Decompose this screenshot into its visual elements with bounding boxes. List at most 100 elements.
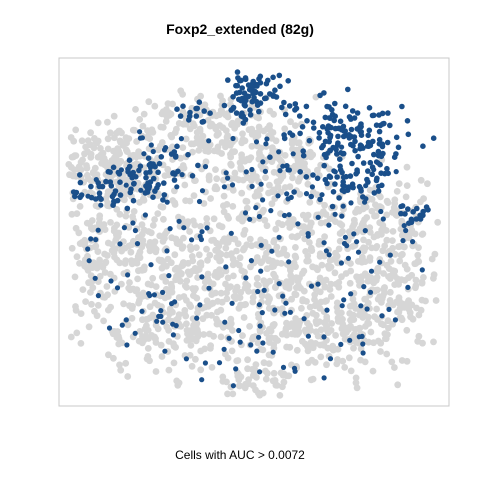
cell-point-negative	[304, 347, 312, 355]
series-positive-cells	[70, 69, 437, 389]
cell-point-positive	[189, 237, 195, 243]
cell-point-positive	[199, 377, 205, 383]
cell-point-positive	[156, 160, 163, 167]
cell-point-negative	[349, 223, 356, 231]
cell-point-negative	[272, 137, 280, 145]
cell-point-negative	[158, 353, 166, 360]
cell-point-negative	[169, 197, 177, 204]
cell-point-negative	[313, 191, 321, 199]
cell-point-negative	[97, 153, 105, 161]
cell-point-negative	[203, 311, 211, 319]
cell-point-negative	[270, 110, 277, 118]
cell-point-negative	[144, 345, 152, 352]
cell-point-negative	[129, 213, 137, 220]
cell-point-positive	[321, 162, 328, 169]
cell-point-positive	[85, 193, 91, 199]
cell-point-negative	[192, 355, 199, 363]
cell-point-positive	[286, 212, 292, 218]
cell-point-negative	[323, 361, 330, 369]
cell-point-negative	[208, 364, 216, 371]
cell-point-positive	[260, 159, 266, 165]
cell-point-negative	[201, 278, 209, 286]
cell-point-positive	[107, 169, 113, 175]
cell-point-positive	[126, 157, 133, 163]
cell-point-positive	[315, 214, 321, 220]
cell-point-negative	[306, 223, 314, 231]
cell-point-positive	[248, 87, 254, 93]
cell-point-negative	[396, 314, 404, 322]
cell-point-negative	[263, 279, 271, 287]
cell-point-negative	[77, 310, 85, 317]
cell-point-negative	[295, 323, 302, 331]
cell-point-positive	[293, 105, 300, 112]
cell-point-negative	[147, 229, 155, 237]
cell-point-negative	[309, 263, 316, 271]
cell-point-negative	[239, 217, 246, 225]
cell-point-negative	[282, 327, 289, 335]
cell-point-negative	[222, 244, 230, 252]
cell-point-positive	[268, 208, 274, 214]
cell-point-negative	[321, 233, 328, 241]
cell-point-positive	[237, 339, 243, 345]
cell-point-negative	[72, 224, 80, 232]
cell-point-negative	[286, 183, 294, 191]
cell-point-positive	[347, 337, 353, 343]
cell-point-positive	[236, 327, 242, 334]
cell-point-positive	[259, 310, 265, 316]
cell-point-negative	[217, 306, 225, 314]
cell-point-negative	[223, 295, 231, 303]
cell-point-negative	[362, 203, 370, 211]
cell-point-positive	[143, 174, 149, 181]
cell-point-negative	[306, 239, 313, 246]
cell-point-negative	[188, 329, 196, 337]
cell-point-negative	[248, 242, 256, 250]
cell-point-negative	[156, 257, 164, 265]
cell-point-positive	[303, 174, 310, 180]
cell-point-negative	[362, 295, 369, 303]
cell-point-negative	[105, 351, 112, 359]
cell-point-positive	[375, 188, 382, 194]
cell-point-positive	[392, 317, 398, 323]
cell-point-negative	[327, 293, 335, 300]
cell-point-positive	[361, 284, 367, 290]
cell-point-positive	[132, 227, 138, 234]
cell-point-positive	[400, 238, 406, 244]
cell-point-negative	[260, 359, 268, 367]
cell-point-positive	[360, 160, 367, 166]
cell-point-negative	[267, 327, 275, 335]
cell-point-negative	[369, 367, 377, 375]
cell-point-positive	[185, 151, 191, 158]
cell-point-negative	[382, 227, 390, 234]
cell-point-positive	[344, 243, 350, 249]
cell-point-negative	[135, 299, 143, 307]
cell-point-positive	[131, 181, 137, 187]
cell-point-negative	[160, 215, 167, 223]
cell-point-negative	[327, 263, 335, 271]
cell-point-positive	[257, 323, 263, 329]
cell-point-negative	[145, 98, 153, 106]
cell-point-negative	[186, 243, 194, 251]
cell-point-negative	[128, 314, 136, 322]
cell-point-positive	[96, 194, 103, 201]
cell-point-negative	[368, 207, 376, 215]
cell-point-negative	[113, 206, 121, 213]
cell-point-negative	[403, 182, 411, 190]
cell-point-negative	[336, 237, 344, 245]
cell-point-negative	[227, 161, 235, 169]
cell-point-negative	[186, 301, 194, 309]
cell-point-positive	[119, 322, 125, 328]
cell-point-negative	[117, 157, 125, 165]
cell-point-negative	[355, 339, 362, 347]
cell-point-positive	[395, 144, 402, 151]
cell-point-positive	[316, 129, 323, 136]
cell-point-positive	[310, 172, 316, 178]
cell-point-positive	[296, 113, 303, 119]
cell-point-positive	[310, 119, 317, 126]
cell-point-positive	[333, 146, 339, 153]
cell-point-positive	[399, 103, 405, 110]
cell-point-negative	[270, 270, 277, 278]
cell-point-negative	[101, 250, 108, 258]
cell-point-negative	[253, 374, 260, 381]
cell-point-negative	[110, 354, 117, 362]
cell-point-negative	[321, 201, 328, 209]
